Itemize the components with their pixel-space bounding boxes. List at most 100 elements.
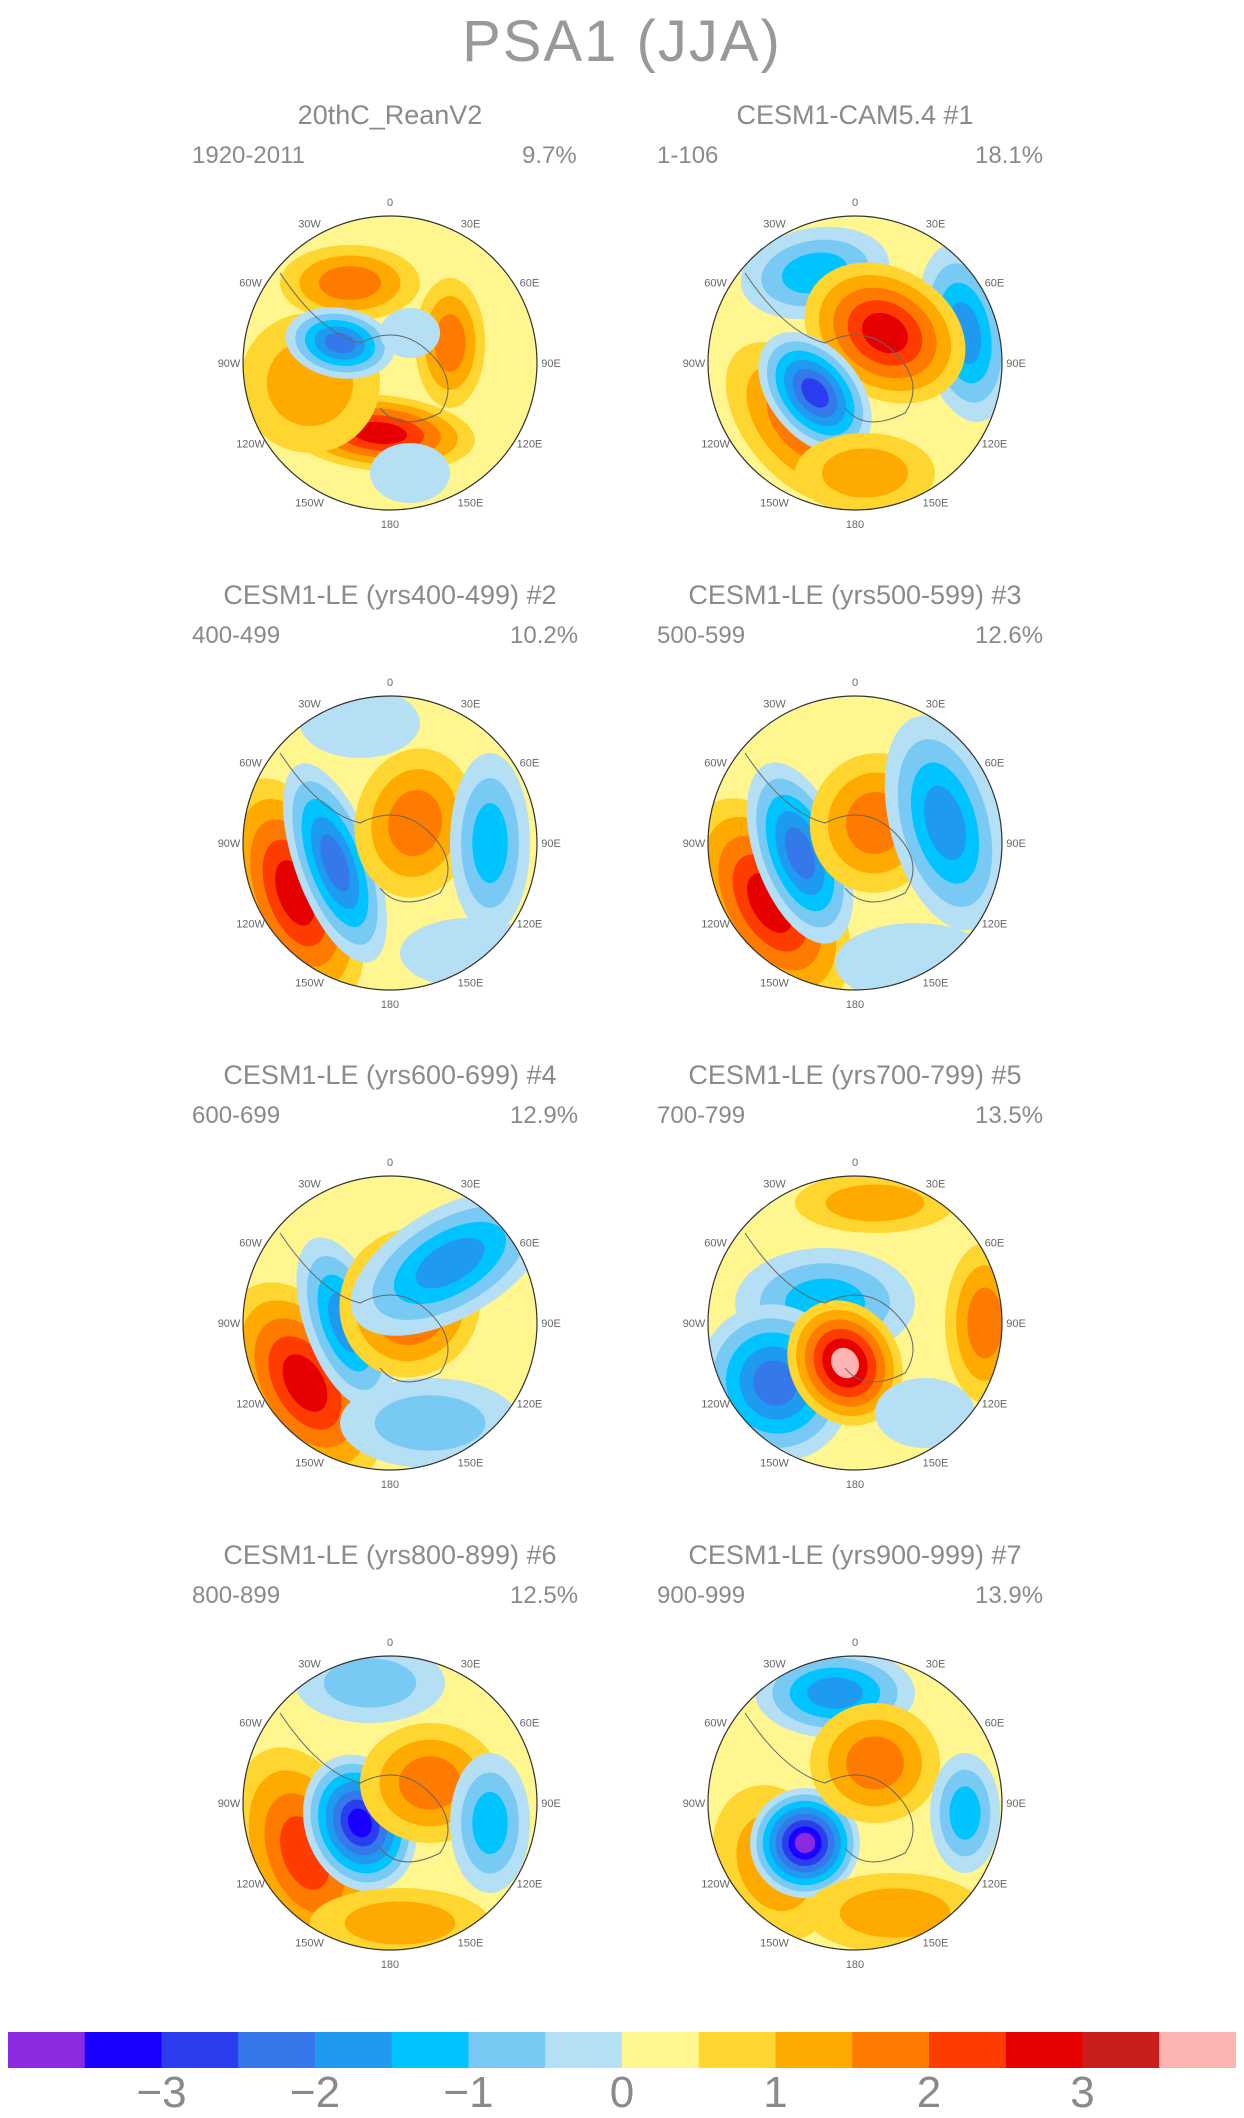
panel-percent: 10.2% xyxy=(510,622,579,649)
longitude-label: 150W xyxy=(760,1457,789,1469)
longitude-label: 60E xyxy=(520,1718,540,1730)
longitude-label: 120E xyxy=(517,1879,543,1891)
coastline xyxy=(279,1232,449,1383)
coastline xyxy=(744,752,914,903)
polar-map: 0 30E 60E 90E 120E 150E 180 150W 120W 90W 60W 30W xyxy=(218,1157,561,1491)
longitude-label: 90E xyxy=(1006,1798,1026,1810)
longitude-label: 120E xyxy=(517,919,543,931)
longitude-label: 30W xyxy=(298,1659,321,1671)
longitude-label: 0 xyxy=(387,197,393,209)
longitude-label: 180 xyxy=(381,1479,399,1491)
longitude-label: 120W xyxy=(236,1399,265,1411)
longitude-label: 90W xyxy=(218,1318,241,1330)
longitude-label: 90E xyxy=(1006,838,1026,850)
map-boundary xyxy=(707,1175,1003,1471)
polar-map: 0 30E 60E 90E 120E 150E 180 150W 120W 90W 60W 30W xyxy=(683,677,1026,1011)
map-boundary xyxy=(707,215,1003,511)
map-boundary xyxy=(242,1655,538,1951)
longitude-label: 90E xyxy=(541,1798,561,1810)
longitude-label: 180 xyxy=(846,1959,864,1971)
colorbar-tick-label: 1 xyxy=(763,2068,788,2117)
longitude-label: 90W xyxy=(683,1318,706,1330)
longitude-label: 180 xyxy=(846,999,864,1011)
polar-map: 0 30E 60E 90E 120E 150E 180 150W 120W 90W 60W 30W xyxy=(683,1157,1026,1491)
panel-percent: 12.6% xyxy=(975,622,1044,649)
panel-8: CESM1-LE (yrs900-999) #7 900-999 13.9% 0… xyxy=(595,1540,1115,2010)
colorbar-swatch xyxy=(8,2032,86,2068)
longitude-label: 120W xyxy=(236,919,265,931)
longitude-label: 180 xyxy=(846,519,864,531)
polar-map: 0 30E 60E 90E 120E 150E 180 150W 120W 90W 60W 30W xyxy=(683,197,1026,531)
panel-years: 1-106 xyxy=(657,142,719,169)
longitude-label: 120E xyxy=(517,439,543,451)
longitude-label: 150E xyxy=(923,1937,949,1949)
longitude-label: 60E xyxy=(985,1238,1005,1250)
longitude-label: 0 xyxy=(387,677,393,689)
longitude-label: 150W xyxy=(295,1457,324,1469)
panel-percent: 12.9% xyxy=(510,1102,579,1129)
contour-region xyxy=(821,448,909,498)
panel-years: 400-499 xyxy=(192,622,281,649)
longitude-label: 150W xyxy=(295,977,324,989)
longitude-label: 120W xyxy=(701,1879,730,1891)
colorbar-swatch xyxy=(852,2032,930,2068)
contour-region xyxy=(807,1677,863,1709)
panel-title: CESM1-LE (yrs600-699) #4 xyxy=(223,1060,557,1090)
longitude-label: 120W xyxy=(236,1879,265,1891)
longitude-label: 150E xyxy=(923,1457,949,1469)
longitude-label: 30E xyxy=(926,1179,946,1191)
panel-years: 800-899 xyxy=(192,1582,281,1609)
panel-years: 700-799 xyxy=(657,1102,746,1129)
contour-region xyxy=(398,1756,462,1810)
longitude-label: 60W xyxy=(239,1718,262,1730)
longitude-label: 60W xyxy=(704,1238,727,1250)
longitude-label: 60W xyxy=(704,758,727,770)
longitude-label: 30E xyxy=(461,1659,481,1671)
contour-region xyxy=(784,827,816,879)
contour-region xyxy=(835,923,995,990)
longitude-label: 60E xyxy=(520,758,540,770)
polar-map: 0 30E 60E 90E 120E 150E 180 150W 120W 90W 60W 30W xyxy=(683,1637,1026,1971)
longitude-label: 30W xyxy=(298,219,321,231)
contour-region xyxy=(839,1888,951,1938)
longitude-label: 150W xyxy=(295,1937,324,1949)
colorbar-swatch xyxy=(315,2032,393,2068)
longitude-label: 90W xyxy=(218,358,241,370)
panel-3: CESM1-LE (yrs400-499) #2 400-499 10.2% 0… xyxy=(130,580,650,1050)
longitude-label: 150E xyxy=(923,977,949,989)
colorbar-tick-label: −3 xyxy=(136,2068,187,2117)
longitude-label: 30E xyxy=(461,219,481,231)
polar-map: 0 30E 60E 90E 120E 150E 180 150W 120W 90W 60W 30W xyxy=(218,677,561,1011)
map-boundary xyxy=(707,1655,1003,1951)
contour-region xyxy=(949,1786,981,1840)
panel-percent: 18.1% xyxy=(975,142,1044,169)
longitude-label: 90E xyxy=(1006,1318,1026,1330)
longitude-label: 90E xyxy=(541,358,561,370)
longitude-label: 180 xyxy=(381,519,399,531)
longitude-label: 30W xyxy=(763,1659,786,1671)
colorbar-swatch xyxy=(468,2032,546,2068)
longitude-label: 120E xyxy=(982,919,1008,931)
longitude-label: 90E xyxy=(1006,358,1026,370)
coastline xyxy=(744,1712,914,1863)
colorbar-tick-label: 0 xyxy=(609,2068,635,2117)
longitude-label: 30E xyxy=(926,219,946,231)
longitude-label: 60W xyxy=(239,1238,262,1250)
longitude-label: 150E xyxy=(458,977,484,989)
contour-region xyxy=(320,834,350,892)
longitude-label: 30E xyxy=(461,1179,481,1191)
panel-percent: 13.5% xyxy=(975,1102,1044,1129)
longitude-label: 90W xyxy=(683,1798,706,1810)
coastline xyxy=(279,272,449,423)
longitude-label: 120W xyxy=(701,919,730,931)
longitude-label: 60W xyxy=(239,278,262,290)
panel-title: CESM1-LE (yrs900-999) #7 xyxy=(688,1540,1022,1570)
longitude-label: 30E xyxy=(461,699,481,711)
longitude-label: 90E xyxy=(541,838,561,850)
coastline xyxy=(744,1232,914,1383)
longitude-label: 90W xyxy=(683,838,706,850)
contour-region xyxy=(352,421,408,445)
longitude-label: 0 xyxy=(387,1637,393,1649)
longitude-label: 30W xyxy=(298,699,321,711)
longitude-label: 150E xyxy=(458,1457,484,1469)
